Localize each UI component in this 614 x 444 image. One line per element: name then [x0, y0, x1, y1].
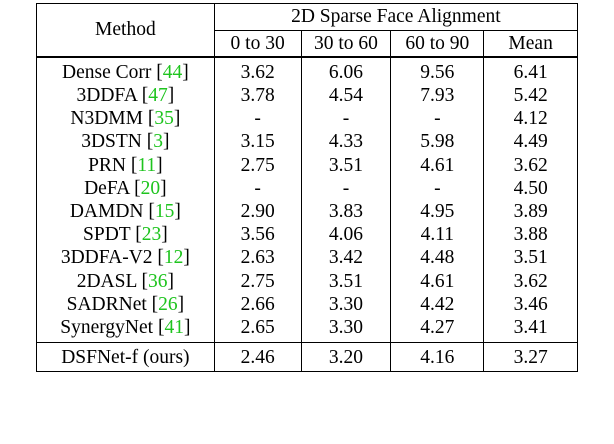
value-cell: 3.46	[513, 293, 548, 315]
value-cell: 3.89	[513, 200, 548, 222]
results-table-container: Method 2D Sparse Face Alignment 0 to 30 …	[36, 3, 578, 373]
value-cell: 3.30	[301, 316, 392, 343]
citation-link[interactable]: 20	[140, 177, 161, 199]
value-cell: -	[214, 176, 302, 201]
method-name: N3DMM [35]	[36, 107, 215, 131]
group-header: 2D Sparse Face Alignment	[214, 3, 578, 31]
value-cell: 4.33	[301, 130, 392, 154]
value-cell: 4.49	[513, 131, 548, 153]
value-cell: 3.51	[301, 153, 392, 177]
value-cell: 3.15	[214, 130, 302, 154]
value-cell: 3.51	[301, 269, 392, 293]
table-row: SynergyNet [41] 2.65 3.30 4.27 3.41	[36, 316, 578, 343]
value-cell: 6.41	[513, 61, 548, 83]
table-row: N3DMM [35] - - - 4.12	[36, 107, 578, 131]
method-name: DeFA [20]	[36, 176, 215, 201]
value-cell: 4.06	[301, 223, 392, 247]
value-cell: 3.78	[214, 84, 302, 108]
value-cell: 7.93	[390, 84, 485, 108]
value-cell: 5.42	[513, 85, 548, 107]
value-cell: 4.27	[390, 316, 485, 343]
value-cell: -	[301, 176, 392, 201]
value-cell-best: 3.27	[483, 342, 578, 372]
table-row: SPDT [23] 3.56 4.06 4.11 3.88	[36, 223, 578, 247]
value-cell: 2.65	[214, 316, 302, 343]
value-cell: 3.30	[301, 292, 392, 317]
citation-link[interactable]: 41	[164, 316, 184, 338]
value-cell: -	[301, 107, 392, 131]
citation-link[interactable]: 26	[158, 293, 178, 315]
value-cell: 3.88	[513, 224, 548, 246]
value-cell: 3.62	[214, 57, 302, 85]
citation-link[interactable]: 3	[153, 131, 164, 153]
method-header: Method	[36, 3, 215, 58]
value-cell: -	[390, 176, 485, 201]
value-cell: 2.90	[214, 200, 302, 224]
method-name: DAMDN [15]	[36, 200, 215, 224]
value-cell: 3.51	[513, 247, 548, 269]
method-name: 3DDFA-V2 [12]	[36, 246, 215, 270]
table-row: 3DSTN [3] 3.15 4.33 5.98 4.49	[36, 130, 578, 154]
column-header-30-60: 30 to 60	[301, 30, 392, 58]
value-cell: 3.62	[513, 154, 548, 176]
value-cell: 3.41	[513, 316, 548, 338]
value-cell: 4.12	[513, 108, 548, 130]
method-name: SynergyNet [41]	[36, 316, 215, 343]
method-name: PRN [11]	[36, 153, 215, 177]
value-cell: 2.75	[214, 269, 302, 293]
value-cell: 4.16	[390, 342, 485, 372]
table-row: 2DASL [36] 2.75 3.51 4.61 3.62	[36, 269, 578, 293]
value-cell-best: 2.46	[214, 342, 302, 372]
value-cell: 2.63	[214, 246, 302, 270]
value-cell: 9.56	[390, 57, 485, 85]
citation-link[interactable]: 23	[141, 224, 162, 246]
table-row: SADRNet [26] 2.66 3.30 4.42 3.46	[36, 292, 578, 317]
citation-link[interactable]: 36	[148, 270, 168, 292]
value-cell: 4.61	[390, 269, 485, 293]
value-cell: -	[214, 107, 302, 131]
column-header-0-30: 0 to 30	[214, 30, 302, 58]
value-cell: 4.48	[390, 246, 485, 270]
citation-link[interactable]: 12	[163, 247, 184, 269]
value-cell: 3.62	[513, 270, 548, 292]
value-cell: 6.06	[301, 57, 392, 85]
value-cell: 4.61	[390, 153, 485, 177]
method-name: 3DDFA [47]	[36, 84, 215, 108]
method-name: SADRNet [26]	[36, 292, 215, 317]
value-cell: 4.42	[390, 292, 485, 317]
table-row: DAMDN [15] 2.90 3.83 4.95 3.89	[36, 200, 578, 224]
table-row-ours: DSFNet-f (ours) 2.46 3.20 4.16 3.27	[36, 342, 578, 372]
citation-link[interactable]: 15	[154, 200, 175, 222]
table-row: Dense Corr [44] 3.62 6.06 9.56 6.41	[36, 57, 578, 85]
method-name: SPDT [23]	[36, 223, 215, 247]
results-table: Method 2D Sparse Face Alignment 0 to 30 …	[36, 3, 578, 373]
table-row: PRN [11] 2.75 3.51 4.61 3.62	[36, 153, 578, 177]
value-cell-best: 4.11	[390, 223, 485, 247]
method-name-ours: DSFNet-f (ours)	[36, 342, 215, 372]
citation-link[interactable]: 47	[148, 85, 168, 107]
citation-link[interactable]: 35	[154, 108, 174, 130]
citation-link[interactable]: 44	[162, 61, 183, 83]
table-row: 3DDFA [47] 3.78 4.54 7.93 5.42	[36, 84, 578, 108]
column-header-mean: Mean	[483, 30, 578, 58]
value-cell: 4.95	[390, 200, 485, 224]
method-name: 2DASL [36]	[36, 269, 215, 293]
column-header-60-90: 60 to 90	[390, 30, 485, 58]
value-cell: 4.54	[301, 84, 392, 108]
citation-link[interactable]: 11	[137, 154, 157, 176]
value-cell: 3.83	[301, 200, 392, 224]
value-cell-best: 3.20	[301, 342, 392, 372]
table-row: 3DDFA-V2 [12] 2.63 3.42 4.48 3.51	[36, 246, 578, 270]
method-name: 3DSTN [3]	[36, 130, 215, 154]
value-cell: 5.98	[390, 130, 485, 154]
method-name: Dense Corr [44]	[36, 57, 215, 85]
value-cell: 2.66	[214, 292, 302, 317]
table-row: DeFA [20] - - - 4.50	[36, 176, 578, 201]
value-cell: 4.50	[513, 177, 548, 199]
value-cell: 3.56	[214, 223, 302, 247]
value-cell: 2.75	[214, 153, 302, 177]
value-cell: -	[390, 107, 485, 131]
value-cell: 3.42	[301, 246, 392, 270]
